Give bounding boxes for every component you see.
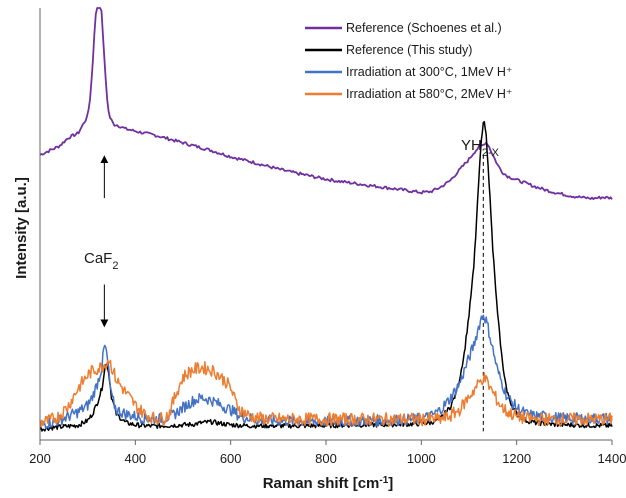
yh-label-main: YH [461,137,482,154]
legend-entry: Irradiation at 300°C, 1MeV H⁺ [346,65,513,79]
x-axis-label-main: Raman shift [cm [263,475,380,492]
plot-area [39,7,613,432]
x-tick-label: 1000 [407,451,436,466]
x-axis-label-end: ] [388,475,393,492]
x-tick-label: 800 [315,451,337,466]
x-tick-label: 200 [29,451,51,466]
x-tick-label: 600 [220,451,242,466]
series-line-2 [39,120,613,432]
y-axis-label: Intensity [a.u.] [13,177,30,279]
legend-entry: Reference (This study) [346,43,472,57]
legend-entry: Irradiation at 580°C, 2MeV H⁺ [346,87,513,101]
caf2-label: CaF2 [84,250,118,272]
yh-label-sub: 2-X [482,147,500,159]
x-axis-ticks: 200 400 600 800 1000 1200 1400 [29,440,626,466]
x-tick-label: 400 [124,451,146,466]
yh-label: YH2-X [461,137,500,159]
x-tick-label: 1400 [598,451,626,466]
series-line-1 [39,7,613,201]
caf2-label-sub: 2 [112,260,118,272]
series-line-3 [39,314,613,430]
caf2-label-main: CaF [84,250,112,267]
x-tick-label: 1200 [502,451,531,466]
legend-entry: Reference (Schoenes et al.) [346,21,502,35]
x-axis-label: Raman shift [cm-1] [263,475,394,493]
annotations: CaF2 YH2-X [84,137,500,272]
x-axis-label-sup: -1 [379,475,388,486]
legend: Reference (Schoenes et al.) Reference (Th… [305,21,513,101]
series-line-4 [39,359,613,428]
